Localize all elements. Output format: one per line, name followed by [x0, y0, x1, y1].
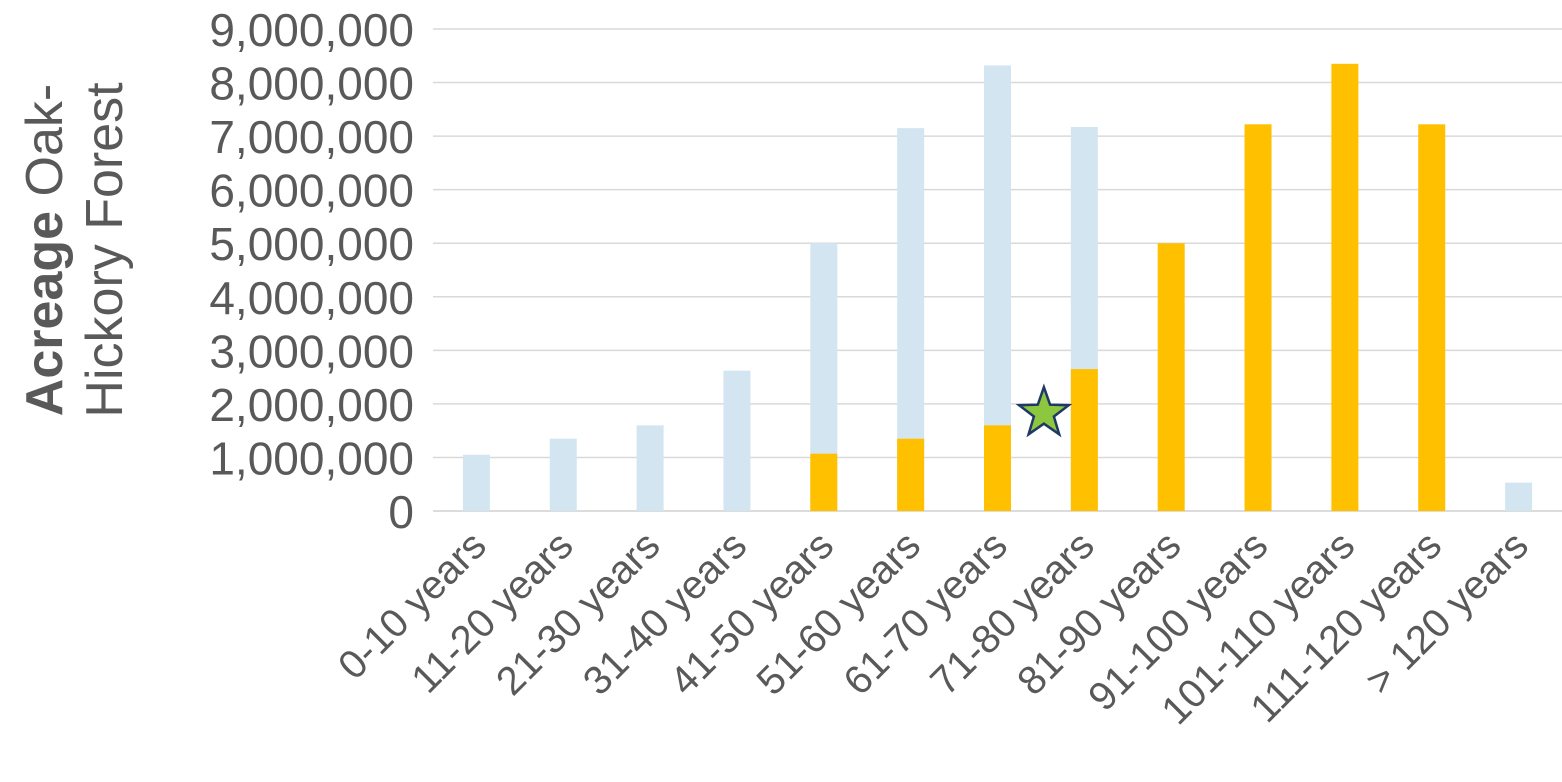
bar-light-blue [723, 370, 751, 511]
y-tick-label: 7,000,000 [209, 111, 414, 163]
bar-light-blue [462, 454, 490, 511]
bar-gold [1244, 124, 1272, 511]
y-tick-label: 4,000,000 [209, 272, 414, 324]
y-tick-label: 6,000,000 [209, 165, 414, 217]
y-tick-label: 9,000,000 [209, 4, 414, 56]
y-tick-label: 1,000,000 [209, 432, 414, 484]
y-tick-label: 8,000,000 [209, 58, 414, 110]
bar-gold [1157, 243, 1185, 511]
bar-gold [1070, 369, 1098, 511]
y-tick-label: 2,000,000 [209, 379, 414, 431]
bar-gold [1331, 63, 1359, 512]
star-marker [1015, 383, 1073, 438]
bar-gold [984, 425, 1011, 511]
bar-gold [1418, 124, 1446, 511]
bar-gold [810, 453, 838, 511]
bar-light-blue [1505, 482, 1533, 511]
bar-light-blue [549, 438, 577, 511]
y-tick-label: 0 [388, 486, 414, 538]
y-tick-label: 5,000,000 [209, 218, 414, 270]
bar-gold [897, 438, 925, 511]
bar-light-blue [636, 425, 664, 511]
y-tick-label: 3,000,000 [209, 325, 414, 377]
